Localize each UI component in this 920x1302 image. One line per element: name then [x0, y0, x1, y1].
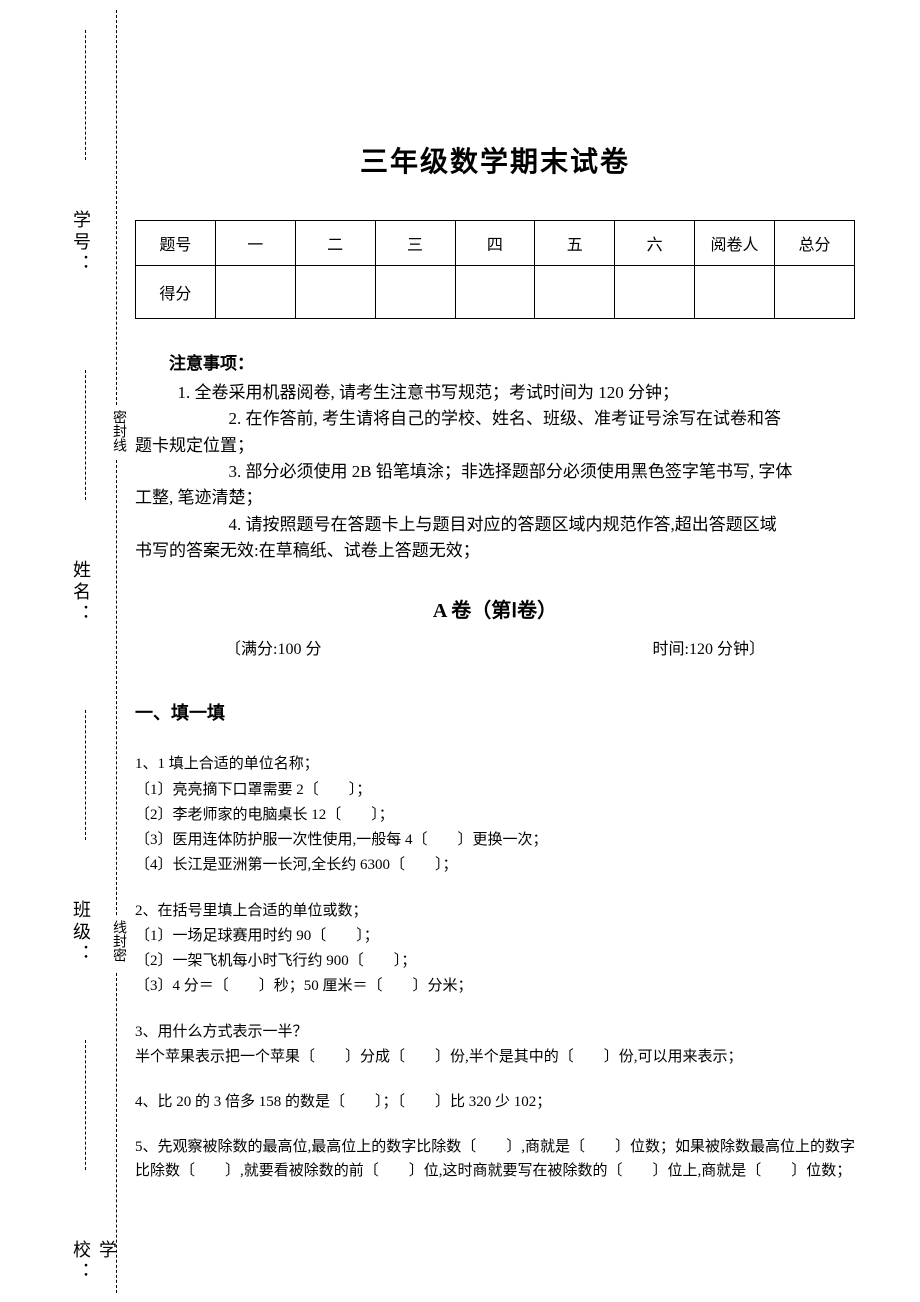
section-a-meta: 〔满分:100 分 时间:120 分钟〕: [135, 635, 855, 659]
cell: 三: [375, 221, 455, 266]
notice-item: 题卡规定位置；: [135, 433, 855, 459]
cell: 题号: [136, 221, 216, 266]
cell: 四: [455, 221, 535, 266]
q-stem: 2、在括号里填上合适的单位或数；: [135, 900, 855, 923]
cell: [615, 266, 695, 319]
label-school: 学校：: [68, 1240, 120, 1302]
q-stem: 1、1 填上合适的单位名称；: [135, 753, 855, 776]
label-student-id: 学号：: [68, 210, 94, 276]
seal-text: 线封密: [108, 920, 128, 962]
exam-title: 三年级数学期末试卷: [135, 140, 855, 180]
fill-line: [85, 1040, 86, 1170]
label-class: 班级：: [68, 900, 94, 966]
notice-item: 3. 部分必须使用 2B 铅笔填涂；非选择题部分必须使用黑色签字笔书写, 字体: [135, 459, 855, 485]
cell: [695, 266, 775, 319]
notice-item: 2. 在作答前, 考生请将自己的学校、姓名、班级、准考证号涂写在试卷和答: [135, 406, 855, 432]
cell: 一: [215, 221, 295, 266]
cell: [535, 266, 615, 319]
notice-item: 书写的答案无效:在草稿纸、试卷上答题无效；: [135, 538, 855, 564]
q-stem: 3、用什么方式表示一半？: [135, 1021, 855, 1044]
section-a-label: A 卷（第Ⅰ卷）: [135, 594, 855, 623]
section-1-heading: 一、填一填: [135, 699, 855, 725]
table-row: 题号 一 二 三 四 五 六 阅卷人 总分: [136, 221, 855, 266]
cell: 得分: [136, 266, 216, 319]
question-2: 2、在括号里填上合适的单位或数； 〔1〕一场足球赛用时约 90〔 〕； 〔2〕一…: [135, 900, 855, 999]
binding-margin: 学号： 姓名： 班级： 学校： 密封线 线封密: [30, 0, 110, 1302]
q-line: 〔2〕李老师家的电脑桌长 12〔 〕；: [135, 804, 855, 827]
q-line: 〔4〕长江是亚洲第一长河,全长约 6300〔 〕；: [135, 854, 855, 877]
cell: 五: [535, 221, 615, 266]
time-limit: 时间:120 分钟〕: [653, 635, 765, 659]
seal-text: 密封线: [108, 410, 128, 452]
cell: [455, 266, 535, 319]
cell: 二: [295, 221, 375, 266]
question-4: 4、比 20 的 3 倍多 158 的数是〔 〕；〔 〕比 320 少 102；: [135, 1091, 855, 1114]
cell: [775, 266, 855, 319]
q-line: 〔1〕一场足球赛用时约 90〔 〕；: [135, 925, 855, 948]
notice-item: 1. 全卷采用机器阅卷, 请考生注意书写规范；考试时间为 120 分钟；: [135, 380, 855, 406]
seal-line: [116, 10, 117, 405]
cell: 阅卷人: [695, 221, 775, 266]
cell: [295, 266, 375, 319]
cell: [375, 266, 455, 319]
q-line: 〔3〕4 分＝〔 〕秒；50 厘米＝〔 〕分米；: [135, 975, 855, 998]
q-line: 5、先观察被除数的最高位,最高位上的数字比除数〔 〕,商就是〔 〕位数；如果被除…: [135, 1136, 855, 1183]
q-line: 〔2〕一架飞机每小时飞行约 900〔 〕；: [135, 950, 855, 973]
cell: 六: [615, 221, 695, 266]
question-1: 1、1 填上合适的单位名称； 〔1〕亮亮摘下口罩需要 2〔 〕； 〔2〕李老师家…: [135, 753, 855, 877]
page-content: 三年级数学期末试卷 题号 一 二 三 四 五 六 阅卷人 总分 得分 注意事项：…: [135, 140, 855, 1205]
question-3: 3、用什么方式表示一半？ 半个苹果表示把一个苹果〔 〕分成〔 〕份,半个是其中的…: [135, 1021, 855, 1070]
cell: 总分: [775, 221, 855, 266]
notice-item: 工整, 笔迹清楚；: [135, 485, 855, 511]
q-line: 〔3〕医用连体防护服一次性使用,一般每 4〔 〕更换一次；: [135, 829, 855, 852]
notice-item: 4. 请按照题号在答题卡上与题目对应的答题区域内规范作答,超出答题区域: [135, 512, 855, 538]
q-line: 4、比 20 的 3 倍多 158 的数是〔 〕；〔 〕比 320 少 102；: [135, 1091, 855, 1114]
seal-line: [116, 973, 117, 1293]
fill-line: [85, 370, 86, 500]
table-row: 得分: [136, 266, 855, 319]
q-line: 半个苹果表示把一个苹果〔 〕分成〔 〕份,半个是其中的〔 〕份,可以用来表示；: [135, 1046, 855, 1069]
notice-heading: 注意事项：: [135, 349, 855, 374]
cell: [215, 266, 295, 319]
score-table: 题号 一 二 三 四 五 六 阅卷人 总分 得分: [135, 220, 855, 319]
seal-line: [116, 460, 117, 915]
full-marks: 〔满分:100 分: [225, 635, 321, 659]
fill-line: [85, 30, 86, 160]
question-5: 5、先观察被除数的最高位,最高位上的数字比除数〔 〕,商就是〔 〕位数；如果被除…: [135, 1136, 855, 1183]
label-name: 姓名：: [68, 560, 94, 626]
q-line: 〔1〕亮亮摘下口罩需要 2〔 〕；: [135, 779, 855, 802]
fill-line: [85, 710, 86, 840]
